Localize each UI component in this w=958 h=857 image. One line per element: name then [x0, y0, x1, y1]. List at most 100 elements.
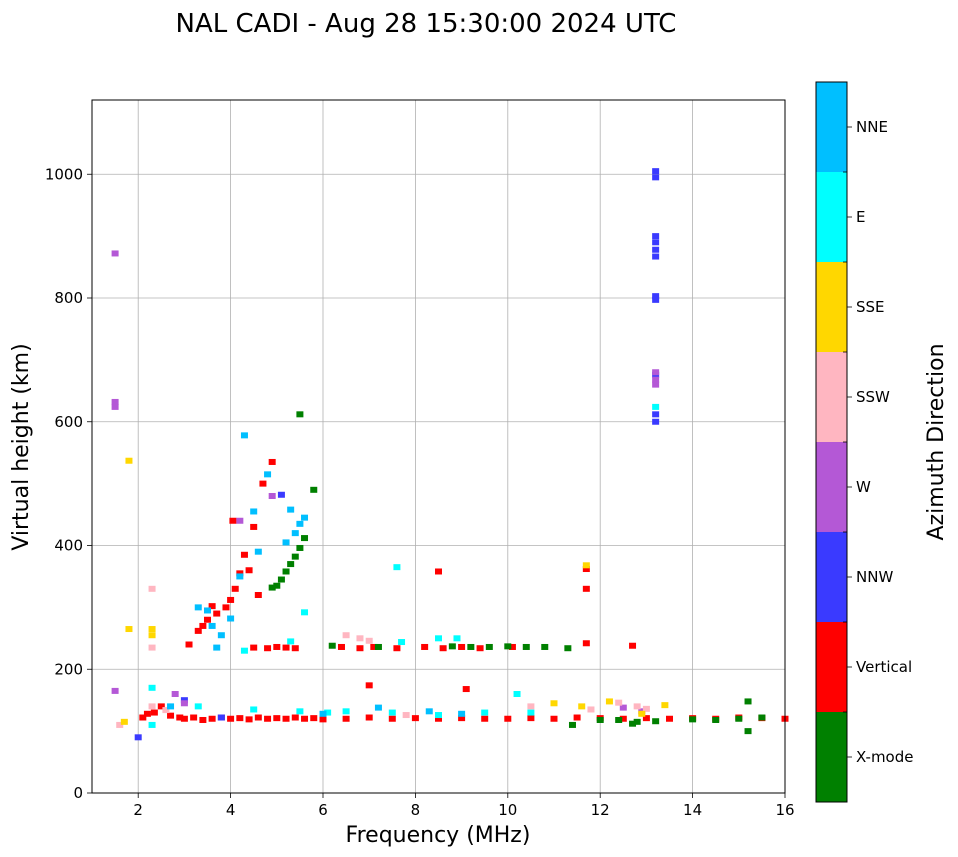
- data-point: [273, 715, 281, 722]
- data-point: [527, 709, 535, 716]
- data-point: [264, 645, 272, 652]
- x-tick-label: 12: [591, 801, 610, 819]
- data-point: [453, 635, 461, 642]
- data-point: [356, 645, 364, 652]
- x-axis-label: Frequency (MHz): [346, 823, 531, 848]
- data-point: [504, 643, 512, 650]
- data-point: [199, 716, 207, 723]
- data-point: [250, 508, 258, 515]
- colorbar-tick-label: X-mode: [856, 748, 913, 766]
- data-point: [250, 644, 258, 651]
- colorbar-segment: [816, 712, 847, 802]
- y-tick-label: 600: [54, 413, 83, 431]
- data-point: [425, 708, 433, 715]
- data-point: [458, 710, 466, 717]
- colorbar-segment: [816, 622, 847, 712]
- data-point: [582, 562, 590, 569]
- data-point: [476, 645, 484, 652]
- data-point: [143, 710, 151, 717]
- plot-frame: [91, 99, 786, 794]
- data-point: [744, 728, 752, 735]
- data-point: [150, 709, 158, 716]
- data-point: [236, 573, 244, 580]
- data-point: [199, 622, 207, 629]
- data-point: [411, 715, 419, 722]
- data-point: [245, 716, 253, 723]
- data-point: [374, 704, 382, 711]
- data-point: [564, 645, 572, 652]
- data-point: [527, 715, 535, 722]
- data-point: [268, 493, 276, 499]
- data-point: [661, 702, 669, 709]
- data-point: [481, 715, 489, 722]
- data-point: [458, 715, 466, 722]
- data-point: [365, 714, 373, 721]
- data-point: [462, 686, 470, 693]
- data-point: [370, 643, 378, 650]
- data-point: [111, 398, 119, 405]
- data-point: [264, 471, 272, 478]
- data-point: [194, 604, 202, 611]
- data-point: [204, 607, 211, 614]
- data-point: [268, 584, 276, 591]
- data-point: [227, 596, 235, 603]
- data-point: [642, 715, 650, 722]
- data-point: [171, 691, 179, 697]
- data-point: [652, 239, 660, 246]
- data-point: [652, 418, 660, 425]
- data-point: [291, 645, 299, 652]
- colorbar-segment: [816, 352, 847, 442]
- data-point: [277, 491, 285, 498]
- data-point: [735, 715, 743, 722]
- data-point: [388, 715, 396, 722]
- data-point: [744, 698, 752, 705]
- data-point: [208, 603, 216, 610]
- data-point: [337, 643, 345, 650]
- data-point: [758, 714, 766, 721]
- data-point: [287, 506, 295, 513]
- data-point: [652, 376, 660, 383]
- data-point: [633, 718, 641, 725]
- chart-title: NAL CADI - Aug 28 15:30:00 2024 UTC: [176, 9, 677, 39]
- data-point: [652, 168, 660, 175]
- series-sse: [120, 457, 669, 725]
- data-point: [324, 709, 332, 716]
- data-point: [236, 570, 244, 577]
- data-point: [227, 615, 235, 622]
- data-point: [213, 610, 221, 617]
- series-nnw: [134, 168, 660, 741]
- data-point: [652, 293, 660, 300]
- data-point: [448, 643, 456, 650]
- colorbar-label: Azimuth Direction: [924, 343, 949, 540]
- data-point: [167, 703, 175, 710]
- colorbar-tick-label: Vertical: [856, 658, 912, 676]
- data-point: [268, 458, 276, 465]
- data-point: [402, 712, 410, 719]
- data-point: [365, 637, 373, 644]
- data-point: [365, 682, 373, 689]
- data-point: [204, 616, 211, 623]
- data-point: [652, 233, 660, 240]
- data-point: [504, 715, 512, 722]
- data-point: [213, 644, 221, 651]
- data-point: [259, 480, 267, 487]
- x-axis-ticks: 2 4 6 8 10 12 14 16: [133, 793, 795, 819]
- data-point: [435, 712, 442, 719]
- data-point: [240, 551, 248, 558]
- data-point: [582, 566, 590, 573]
- data-point: [148, 626, 156, 633]
- data-points: [111, 168, 789, 741]
- data-point: [435, 635, 442, 642]
- data-point: [596, 716, 604, 723]
- data-point: [157, 703, 165, 710]
- data-point: [176, 714, 184, 721]
- data-point: [587, 706, 595, 713]
- y-tick-label: 200: [54, 660, 83, 678]
- data-point: [231, 585, 239, 592]
- data-point: [485, 643, 493, 650]
- data-point: [439, 645, 447, 652]
- data-point: [301, 514, 309, 521]
- data-point: [208, 715, 216, 722]
